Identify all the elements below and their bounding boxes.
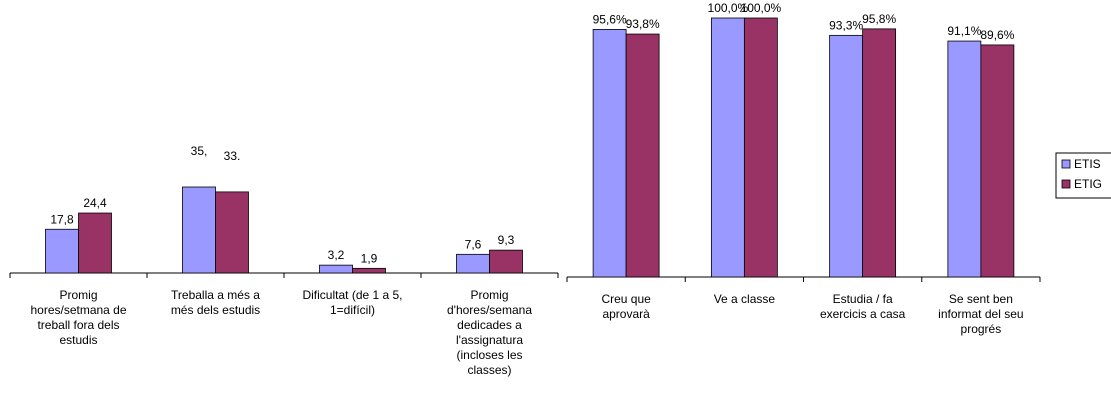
value-label: 95,8% [862, 12, 896, 26]
bar [45, 228, 79, 274]
bar [456, 253, 490, 274]
value-label: 91,1% [947, 24, 981, 38]
x-tick-label: Creu que aprovarà [601, 292, 651, 321]
x-tick-label: Se sent ben informat del seu progrés [938, 292, 1024, 336]
legend-swatch [1061, 159, 1071, 169]
bar [78, 212, 112, 274]
value-label: 3,2 [328, 248, 345, 262]
bar [947, 40, 982, 278]
bar [215, 191, 249, 274]
bar [489, 249, 523, 274]
x-tick-label: Ve a classe [713, 292, 776, 306]
bar [980, 44, 1015, 278]
value-label: 7,6 [465, 237, 482, 251]
value-label: 9,3 [498, 233, 515, 247]
value-label: 93,8% [626, 17, 660, 31]
value-label: 24,4 [83, 196, 107, 210]
value-label: 17,8 [50, 212, 74, 226]
bar [710, 17, 745, 278]
legend-label: ETIG [1074, 177, 1102, 191]
bar [743, 17, 778, 278]
bar [829, 34, 864, 278]
value-label: 89,6% [980, 28, 1014, 42]
legend-label: ETIS [1074, 157, 1101, 171]
value-label: 1,9 [361, 251, 378, 265]
x-tick-label: Estudia / fa exercicis a casa [819, 292, 906, 321]
value-label: 35, [191, 144, 208, 158]
value-label: 95,6% [593, 12, 627, 26]
bar [319, 264, 353, 274]
bar [352, 267, 386, 274]
legend-swatch [1061, 179, 1071, 189]
x-tick-label: Promig hores/setmana de treball fora del… [30, 288, 127, 347]
bar [625, 33, 660, 278]
value-label: 93,3% [829, 18, 863, 32]
bar [182, 186, 216, 274]
value-label: 100,0% [708, 1, 749, 15]
x-tick-label: Dificultat (de 1 a 5, 1=difícil) [302, 288, 403, 317]
value-label: 100,0% [741, 1, 782, 15]
x-tick-label: Promig d'hores/semana dedicades a l'assi… [446, 288, 532, 377]
x-tick-label: Treballa a més a més dels estudis [170, 288, 261, 317]
bar [592, 28, 627, 278]
value-label: 33. [224, 149, 241, 163]
bar [862, 28, 897, 278]
